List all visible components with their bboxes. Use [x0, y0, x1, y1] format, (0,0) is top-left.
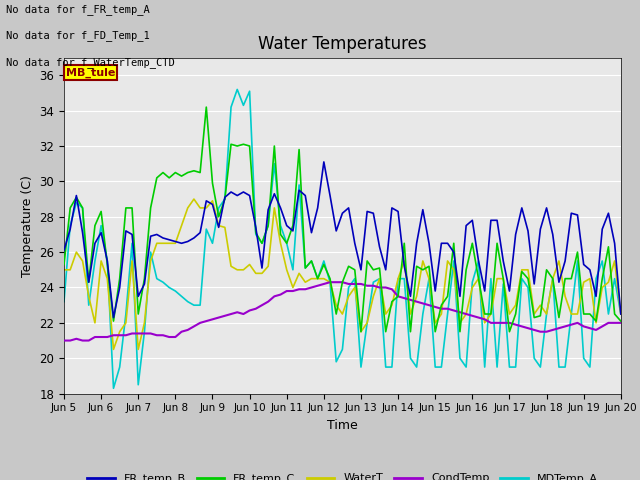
Text: No data for f_FR_temp_A: No data for f_FR_temp_A: [6, 4, 150, 15]
Legend: FR_temp_B, FR_temp_C, WaterT, CondTemp, MDTemp_A: FR_temp_B, FR_temp_C, WaterT, CondTemp, …: [83, 469, 602, 480]
Text: No data for f_WaterTemp_CTD: No data for f_WaterTemp_CTD: [6, 57, 175, 68]
Text: MB_tule: MB_tule: [66, 67, 115, 78]
Y-axis label: Temperature (C): Temperature (C): [20, 175, 34, 276]
X-axis label: Time: Time: [327, 419, 358, 432]
Title: Water Temperatures: Water Temperatures: [258, 35, 427, 53]
Text: No data for f_FD_Temp_1: No data for f_FD_Temp_1: [6, 30, 150, 41]
